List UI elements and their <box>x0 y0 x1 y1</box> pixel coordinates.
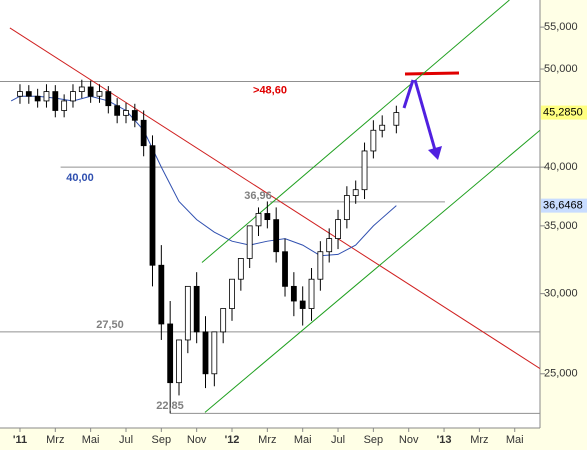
y-tick-label: 30,000 <box>544 288 578 300</box>
candle-body <box>167 323 174 384</box>
candle-body <box>176 339 182 384</box>
price-marker-label: 45,2850 <box>543 106 583 118</box>
x-tick-label: Mrz <box>258 434 276 446</box>
candle-body <box>290 285 297 302</box>
level-label: 22,85 <box>156 400 184 412</box>
trendline <box>201 0 510 263</box>
candle-body <box>43 91 50 102</box>
candle-body <box>34 95 41 102</box>
candle-body <box>299 300 306 309</box>
candle-body <box>220 308 227 333</box>
level-label: 40,00 <box>66 172 94 184</box>
arrow-up <box>402 79 415 109</box>
x-axis-panel <box>0 428 540 450</box>
candle-body <box>229 278 235 309</box>
y-tick-label: 35,000 <box>544 220 578 232</box>
candle-body <box>184 285 191 341</box>
candle-body <box>370 129 377 152</box>
trendline <box>9 27 540 369</box>
forecast-arrows <box>402 79 442 160</box>
candle-body <box>140 119 147 147</box>
x-tick-label: '13 <box>437 434 452 446</box>
candle-body <box>105 91 112 107</box>
candle-body <box>361 150 368 191</box>
candle-body <box>158 264 165 325</box>
x-tick-label: Mai <box>294 434 312 446</box>
x-tick-label: Nov <box>399 434 419 446</box>
candle-body <box>52 91 59 111</box>
y-axis-panel <box>540 0 587 450</box>
candle-body <box>193 285 200 333</box>
price-marker <box>541 198 587 213</box>
arrow-head <box>428 146 442 160</box>
price-marker-label: 36,6468 <box>543 200 583 212</box>
y-tick-label: 50,000 <box>544 63 578 75</box>
x-tick-label: Mai <box>82 434 100 446</box>
candle-body <box>202 331 209 375</box>
candle-body <box>61 100 68 111</box>
x-tick-label: Nov <box>187 434 207 446</box>
candle-body <box>255 213 262 227</box>
candle-body <box>352 189 359 196</box>
candle-body <box>343 195 350 221</box>
y-tick-label: 25,000 <box>544 368 578 380</box>
candle-body <box>273 219 280 253</box>
y-tick-label: 55,000 <box>544 21 578 33</box>
y-tick-label: 40,000 <box>544 161 578 173</box>
candle-body <box>308 278 315 309</box>
candle-body <box>25 91 32 97</box>
x-tick-label: '11 <box>13 434 27 446</box>
candle-body <box>123 110 129 116</box>
x-tick-label: '12 <box>225 434 240 446</box>
x-tick-label: Sep <box>152 434 172 446</box>
candle-body <box>211 331 218 375</box>
price-marker <box>541 105 587 120</box>
candle-body <box>17 91 23 97</box>
candle-body <box>246 225 253 259</box>
moving-average <box>10 95 397 257</box>
candle-body <box>131 110 138 121</box>
candle-body <box>393 112 400 126</box>
resistance-mark <box>404 71 460 76</box>
trendline <box>204 129 540 413</box>
arrow-down <box>413 79 437 151</box>
candle-body <box>335 219 341 239</box>
chart-layer <box>0 0 540 414</box>
candle-body <box>282 251 288 287</box>
level-label: >48,60 <box>253 84 287 96</box>
level-label: 27,50 <box>96 319 124 331</box>
candle-body <box>87 86 94 97</box>
candle-body <box>114 105 121 116</box>
candle-body <box>78 86 85 92</box>
x-tick-label: Sep <box>364 434 384 446</box>
candle-body <box>96 91 103 97</box>
candle-body <box>326 238 333 253</box>
x-tick-label: Jul <box>331 434 345 446</box>
candle-body <box>149 145 156 266</box>
candle-body <box>237 258 244 280</box>
x-tick-label: Mrz <box>46 434 64 446</box>
x-tick-label: Mai <box>506 434 524 446</box>
x-tick-label: Jul <box>119 434 133 446</box>
candle-body <box>317 251 324 280</box>
candle-body <box>264 213 271 221</box>
candle-body <box>379 124 386 131</box>
candle-body <box>70 91 76 102</box>
x-tick-label: Mrz <box>470 434 488 446</box>
level-label: 36,96 <box>244 190 272 202</box>
